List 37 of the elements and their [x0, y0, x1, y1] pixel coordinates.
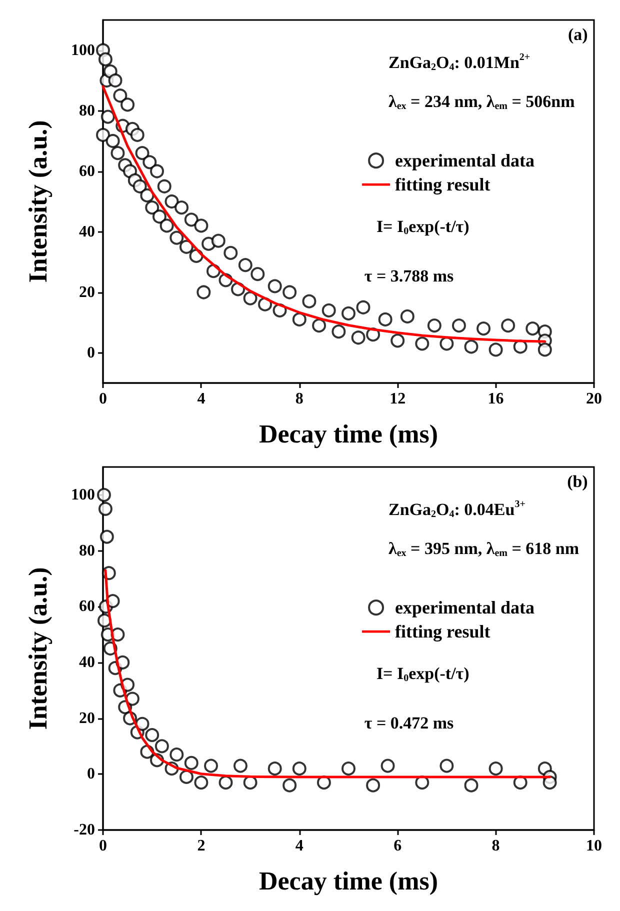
- annotation: (a): [568, 24, 588, 44]
- y-tick-label: 40: [79, 654, 95, 671]
- annotation: τ = 3.788 ms: [364, 266, 454, 286]
- y-tick-label: 20: [79, 284, 95, 301]
- annotation: τ = 0.472 ms: [364, 713, 454, 732]
- y-tick-label: 100: [71, 42, 95, 59]
- y-tick-label: 80: [79, 542, 95, 560]
- x-tick-label: 0: [99, 390, 107, 408]
- y-axis-title: Intensity (a.u.): [24, 120, 52, 283]
- y-tick-label: -20: [74, 822, 95, 838]
- y-tick-label: 60: [79, 162, 95, 180]
- x-tick-label: 20: [586, 390, 602, 408]
- x-tick-label: 10: [586, 838, 602, 854]
- x-tick-label: 8: [492, 838, 500, 854]
- x-axis-title: Decay time (ms): [258, 866, 438, 896]
- y-tick-label: 40: [79, 223, 95, 240]
- x-tick-label: 8: [295, 390, 304, 408]
- legend-label: experimental data: [395, 150, 535, 171]
- y-tick-label: 0: [87, 344, 95, 362]
- y-tick-label: 0: [87, 766, 95, 783]
- x-tick-label: 0: [99, 838, 107, 854]
- x-tick-label: 2: [197, 838, 206, 854]
- legend-label: experimental data: [395, 598, 535, 618]
- annotation: (b): [567, 472, 588, 491]
- x-tick-label: 4: [197, 390, 206, 408]
- x-tick-label: 16: [488, 390, 504, 408]
- x-tick-label: 4: [295, 838, 304, 854]
- legend-label: fitting result: [395, 174, 490, 195]
- y-tick-label: 100: [71, 486, 95, 504]
- x-axis-title: Decay time (ms): [258, 420, 438, 448]
- y-tick-label: 20: [79, 710, 95, 727]
- y-tick-label: 60: [79, 598, 95, 616]
- x-tick-label: 6: [394, 838, 402, 854]
- x-tick-label: 12: [390, 390, 406, 408]
- legend-label: fitting result: [395, 622, 490, 642]
- y-tick-label: 80: [79, 102, 95, 120]
- y-axis-title: Intensity (a.u.): [24, 567, 52, 730]
